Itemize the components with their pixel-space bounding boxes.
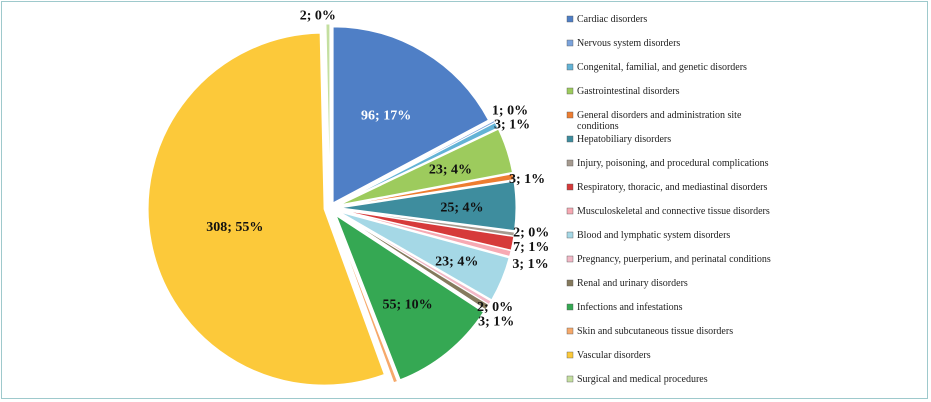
pie-slice-renal-and-urinary-disorders bbox=[338, 212, 490, 311]
pie-slices bbox=[147, 23, 517, 386]
legend-swatch-blood-and-lymphatic-system-disorders bbox=[566, 231, 574, 239]
data-label-infections-and-infestations: 55; 10% bbox=[383, 298, 433, 313]
pie-slice-injury-poisoning-and-procedural-complications bbox=[339, 208, 515, 237]
legend-swatch-congenital-familial-and-genetic-disorders bbox=[566, 63, 574, 71]
legend-label-hepatobiliary-disorders: Hepatobiliary disorders bbox=[577, 134, 671, 145]
data-label-renal-and-urinary-disorders: 3; 1% bbox=[478, 314, 514, 329]
legend-label-blood-and-lymphatic-system-disorders: Blood and lymphatic system disorders bbox=[577, 230, 730, 241]
data-label-musculoskeletal-and-connective-tissue-disorders: 3; 1% bbox=[512, 257, 548, 272]
pie-slice-infections-and-infestations bbox=[335, 214, 485, 381]
legend-label-gastrointestinal-disorders: Gastrointestinal disorders bbox=[577, 86, 680, 97]
legend-label-musculoskeletal-and-connective-tissue-disorders: Musculoskeletal and connective tissue di… bbox=[577, 206, 770, 217]
data-label-vascular-disorders: 308; 55% bbox=[206, 220, 263, 235]
data-label-general-disorders-and-administration-site-conditions: 3; 1% bbox=[509, 172, 545, 187]
legend-swatch-pregnancy-puerperium-and-perinatal-conditions bbox=[566, 255, 574, 263]
legend-swatch-general-disorders-and-administration-site-conditions bbox=[566, 111, 574, 119]
legend-swatch-skin-and-subcutaneous-tissue-disorders bbox=[566, 327, 574, 335]
legend-label-respiratory-thoracic-and-mediastinal-disorders: Respiratory, thoracic, and mediastinal d… bbox=[577, 182, 768, 193]
pie-slice-surgical-and-medical-procedures bbox=[325, 23, 331, 201]
legend-label-surgical-and-medical-procedures: Surgical and medical procedures bbox=[577, 374, 708, 385]
data-label-blood-and-lymphatic-system-disorders: 23; 4% bbox=[435, 255, 478, 270]
pie-slice-cardiac-disorders bbox=[332, 26, 490, 204]
pie-data-labels: 96; 17% 1; 0%3; 1%23; 4%3; 1%25; 4%2; 0%7… bbox=[206, 8, 549, 402]
pie-slice-hepatobiliary-disorders bbox=[339, 180, 517, 232]
legend-swatch-musculoskeletal-and-connective-tissue-disorders bbox=[566, 207, 574, 215]
data-label-gastrointestinal-disorders: 23; 4% bbox=[429, 163, 472, 178]
data-label-nervous-system-disorders: 1; 0% bbox=[492, 103, 528, 118]
legend-swatch-vascular-disorders bbox=[566, 351, 574, 359]
legend-label-congenital-familial-and-genetic-disorders: Congenital, familial, and genetic disord… bbox=[577, 62, 747, 73]
legend-label-general-disorders-and-administration-site-conditions: General disorders and administration sit… bbox=[577, 110, 742, 132]
legend-label-vascular-disorders: Vascular disorders bbox=[577, 350, 651, 361]
data-label-congenital-familial-and-genetic-disorders: 3; 1% bbox=[494, 117, 530, 132]
legend-label-cardiac-disorders: Cardiac disorders bbox=[577, 14, 647, 25]
pie-slice-skin-and-subcutaneous-tissue-disorders bbox=[333, 217, 399, 384]
data-label-injury-poisoning-and-procedural-complications: 2; 0% bbox=[513, 226, 549, 241]
pie-slice-general-disorders-and-administration-site-conditions bbox=[339, 173, 515, 207]
legend-label-injury-poisoning-and-procedural-complications: Injury, poisoning, and procedural compli… bbox=[577, 158, 769, 169]
legend-label-infections-and-infestations: Infections and infestations bbox=[577, 302, 683, 313]
pie-slice-musculoskeletal-and-connective-tissue-disorders bbox=[339, 209, 512, 258]
legend-swatch-surgical-and-medical-procedures bbox=[566, 375, 574, 383]
legend-label-nervous-system-disorders: Nervous system disorders bbox=[577, 38, 680, 49]
legend-swatch-renal-and-urinary-disorders bbox=[566, 279, 574, 287]
legend-swatch-cardiac-disorders bbox=[566, 15, 574, 23]
legend-label-skin-and-subcutaneous-tissue-disorders: Skin and subcutaneous tissue disorders bbox=[577, 326, 733, 337]
data-label-surgical-and-medical-procedures: 2; 0% bbox=[300, 8, 336, 23]
data-label-pregnancy-puerperium-and-perinatal-conditions: 2; 0% bbox=[477, 300, 513, 315]
legend-label-renal-and-urinary-disorders: Renal and urinary disorders bbox=[577, 278, 688, 289]
legend-swatch-hepatobiliary-disorders bbox=[566, 135, 574, 143]
legend-swatch-nervous-system-disorders bbox=[566, 39, 574, 47]
pie-slice-gastrointestinal-disorders bbox=[339, 128, 514, 206]
pie-slice-vascular-disorders bbox=[147, 32, 385, 386]
legend-swatch-respiratory-thoracic-and-mediastinal-disorders bbox=[566, 183, 574, 191]
legend-swatch-injury-poisoning-and-procedural-complications bbox=[566, 159, 574, 167]
data-label-cardiac-disorders: 96; 17% bbox=[361, 108, 411, 123]
pie-slice-congenital-familial-and-genetic-disorders bbox=[338, 121, 499, 204]
data-label-hepatobiliary-disorders: 25; 4% bbox=[440, 201, 483, 216]
legend-swatch-infections-and-infestations bbox=[566, 303, 574, 311]
data-label-respiratory-thoracic-and-mediastinal-disorders: 7; 1% bbox=[513, 240, 549, 255]
legend-swatch-gastrointestinal-disorders bbox=[566, 87, 574, 95]
pie-slice-respiratory-thoracic-and-mediastinal-disorders bbox=[339, 209, 515, 251]
legend-label-pregnancy-puerperium-and-perinatal-conditions: Pregnancy, puerperium, and perinatal con… bbox=[577, 254, 771, 265]
chart-legend: Cardiac disorders Nervous system disorder… bbox=[566, 14, 771, 385]
pie-slice-blood-and-lymphatic-system-disorders bbox=[338, 211, 510, 301]
